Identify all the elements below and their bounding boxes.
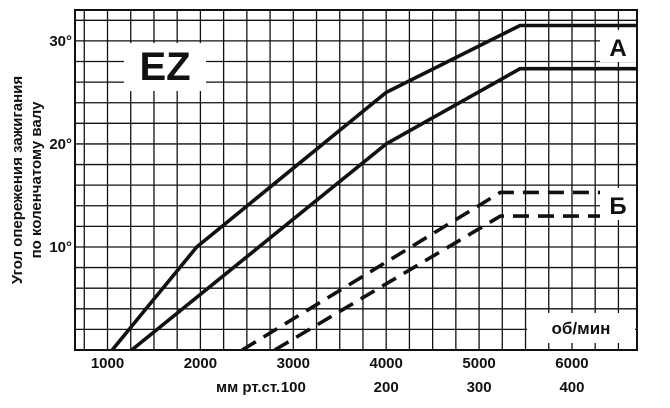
title-background: [124, 43, 206, 91]
series-label-b: Б: [609, 193, 626, 220]
series-line-2: [130, 66, 637, 350]
series-label-a-background: [600, 30, 636, 62]
y-tick-label: 10°: [49, 239, 72, 256]
y-axis-label-line-2: по коленчатому валу: [28, 101, 45, 258]
y-tick-label: 30°: [49, 33, 72, 50]
series-line-1: [110, 23, 637, 350]
pressure-axis-label: мм рт.ст.: [216, 379, 280, 396]
series-layer: [110, 23, 637, 350]
x-tick-label: 2000: [184, 355, 217, 372]
chart-title: EZ: [139, 45, 190, 89]
x-tick-label: 3000: [277, 355, 310, 372]
series-line-4: [273, 214, 637, 350]
pressure-tick-label: 100: [281, 379, 306, 396]
pressure-tick-label: 300: [467, 379, 492, 396]
x-tick-label: 5000: [462, 355, 495, 372]
x-unit-label: об/мин: [552, 319, 611, 338]
series-label-b-background: [600, 188, 636, 220]
y-axis-label-line-1: Угол опережения зажигания: [9, 76, 26, 284]
x-tick-label: 1000: [91, 355, 124, 372]
pressure-tick-label: 200: [374, 379, 399, 396]
series-line-3: [241, 190, 637, 350]
x-unit-label-background: [527, 313, 635, 343]
plot-frame: [74, 9, 638, 351]
pressure-tick-label: 400: [559, 379, 584, 396]
y-axis-ticks: 10° 20° 30°: [49, 33, 72, 256]
series-label-a: А: [609, 35, 626, 62]
pressure-axis-ticks: 100 200 300 400: [281, 379, 585, 396]
x-tick-label: 4000: [370, 355, 403, 372]
x-tick-label: 6000: [555, 355, 588, 372]
x-axis-ticks: 1000 2000 3000 4000 5000 6000: [91, 355, 589, 372]
y-tick-label: 20°: [49, 136, 72, 153]
